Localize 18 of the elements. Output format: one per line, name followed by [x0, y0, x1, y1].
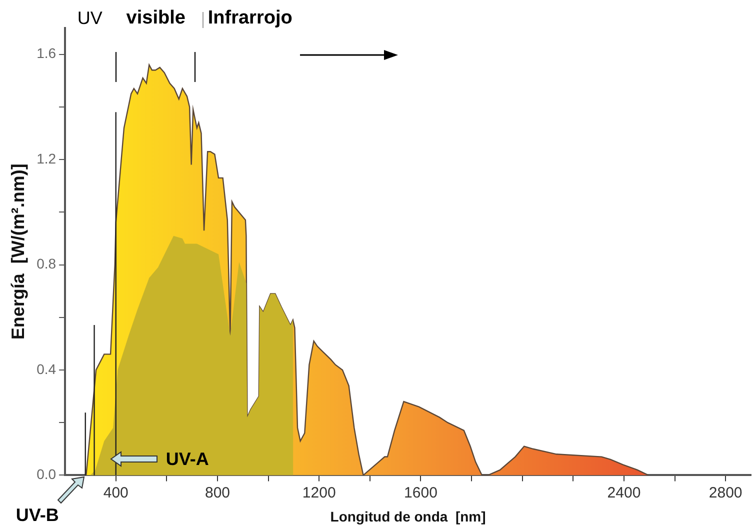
y-tick-label: 0.8: [36, 256, 56, 272]
y-axis-title: Energía [W/(m².nm)]: [8, 164, 28, 340]
text: UV: [77, 8, 102, 28]
annotation: Infrarrojo: [208, 8, 292, 29]
y-tick-label: 1.2: [36, 150, 56, 166]
x-tick-label: 800: [204, 484, 230, 502]
x-tick-label: 2400: [607, 484, 641, 502]
x-tick-label: 2800: [708, 484, 742, 502]
x-tick-label: 1600: [404, 484, 438, 502]
x-tick-label: 400: [103, 484, 128, 502]
y-tick-label: 0.4: [36, 360, 56, 377]
y-tick-label: 0.0: [36, 466, 56, 482]
x-tick-label: 1200: [302, 484, 336, 502]
y-tick-label: 1.6: [36, 45, 56, 62]
annotation: UV-A: [166, 449, 209, 470]
annotation: visible: [126, 8, 186, 29]
x-axis-title: Longitud de onda [nm]: [330, 508, 486, 524]
annotation: UV-B: [16, 505, 59, 526]
